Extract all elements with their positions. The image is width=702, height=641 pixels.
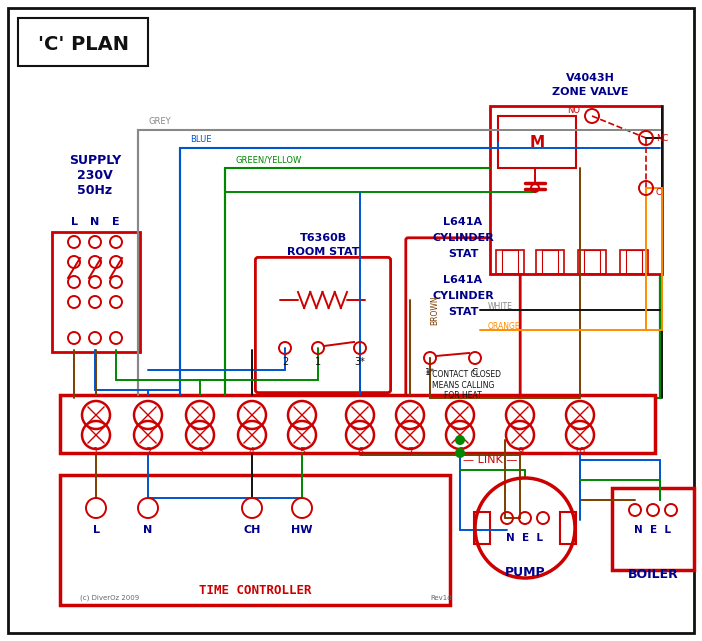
Text: 5: 5 xyxy=(299,447,305,457)
Text: CYLINDER: CYLINDER xyxy=(432,291,494,301)
Bar xyxy=(474,512,490,544)
Bar xyxy=(60,475,450,605)
Bar xyxy=(225,168,660,398)
Text: N  E  L: N E L xyxy=(635,525,672,535)
Text: HW: HW xyxy=(291,525,313,535)
Text: M: M xyxy=(529,135,545,149)
Circle shape xyxy=(455,448,465,458)
Text: GREEN/YELLOW: GREEN/YELLOW xyxy=(235,155,301,164)
Text: 6: 6 xyxy=(357,447,363,457)
Text: L: L xyxy=(93,525,100,535)
Text: STAT: STAT xyxy=(448,307,478,317)
Bar xyxy=(542,250,558,274)
Text: (c) DiverOz 2009: (c) DiverOz 2009 xyxy=(80,595,139,601)
Text: E: E xyxy=(112,217,120,227)
Text: Rev1d: Rev1d xyxy=(430,595,451,601)
Text: T6360B: T6360B xyxy=(300,233,347,243)
Text: NO: NO xyxy=(567,106,580,115)
Text: L641A: L641A xyxy=(444,217,482,227)
Bar xyxy=(18,18,148,66)
Bar xyxy=(138,130,660,398)
Text: 7: 7 xyxy=(407,447,413,457)
Text: NC: NC xyxy=(656,133,668,142)
Text: 1: 1 xyxy=(93,447,99,457)
Bar xyxy=(52,232,140,352)
Bar xyxy=(626,250,642,274)
Text: BLUE: BLUE xyxy=(190,135,211,144)
Text: TIME CONTROLLER: TIME CONTROLLER xyxy=(199,583,311,597)
Text: WHITE: WHITE xyxy=(488,301,513,310)
Text: N: N xyxy=(91,217,100,227)
Text: C: C xyxy=(472,367,478,376)
Text: GREY: GREY xyxy=(148,117,171,126)
Text: V4043H: V4043H xyxy=(566,73,614,83)
Text: CH: CH xyxy=(244,525,260,535)
Text: 9: 9 xyxy=(517,447,523,457)
Text: 3*: 3* xyxy=(355,357,366,367)
Text: ROOM STAT: ROOM STAT xyxy=(286,247,359,257)
Text: — LINK —: — LINK — xyxy=(463,455,517,465)
Text: 2: 2 xyxy=(145,447,151,457)
Text: L641A: L641A xyxy=(444,275,482,285)
Bar xyxy=(612,488,694,570)
Text: N  E  L: N E L xyxy=(507,533,543,543)
Text: C: C xyxy=(656,188,662,197)
Bar xyxy=(560,512,576,544)
Bar xyxy=(620,250,648,274)
Text: 8: 8 xyxy=(457,447,463,457)
Bar xyxy=(180,148,660,398)
Text: PUMP: PUMP xyxy=(505,567,545,579)
Text: ZONE VALVE: ZONE VALVE xyxy=(552,87,628,97)
Bar xyxy=(496,250,524,274)
Text: * CONTACT CLOSED
MEANS CALLING
FOR HEAT: * CONTACT CLOSED MEANS CALLING FOR HEAT xyxy=(425,370,501,400)
Text: ORANGE: ORANGE xyxy=(488,322,521,331)
Text: STAT: STAT xyxy=(448,249,478,259)
Text: 'C' PLAN: 'C' PLAN xyxy=(37,35,128,53)
Bar xyxy=(490,106,662,274)
Bar xyxy=(502,250,518,274)
Text: 10: 10 xyxy=(574,447,586,457)
Text: 4: 4 xyxy=(249,447,255,457)
Circle shape xyxy=(455,435,465,445)
Text: 1*: 1* xyxy=(425,367,435,376)
Text: 1: 1 xyxy=(315,357,321,367)
Bar xyxy=(60,395,655,453)
Text: 3: 3 xyxy=(197,447,203,457)
Text: N: N xyxy=(143,525,152,535)
Text: CYLINDER: CYLINDER xyxy=(432,233,494,243)
Bar xyxy=(498,116,576,168)
Text: 2: 2 xyxy=(282,357,288,367)
Bar xyxy=(584,250,600,274)
FancyBboxPatch shape xyxy=(406,238,520,412)
Bar xyxy=(578,250,606,274)
Text: L: L xyxy=(70,217,77,227)
Text: SUPPLY
230V
50Hz: SUPPLY 230V 50Hz xyxy=(69,153,121,197)
Text: BROWN: BROWN xyxy=(430,296,439,325)
Bar xyxy=(536,250,564,274)
FancyBboxPatch shape xyxy=(256,258,390,392)
Text: BOILER: BOILER xyxy=(628,569,678,581)
